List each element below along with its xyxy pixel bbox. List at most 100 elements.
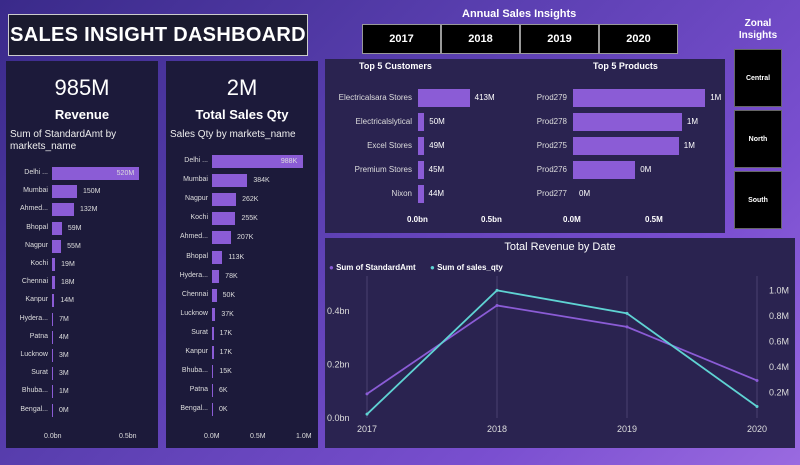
- qty-bar: [212, 403, 213, 417]
- revenue-bar: [52, 276, 55, 290]
- qty-bar-value: 384K: [253, 177, 270, 185]
- revenue-bar: [52, 203, 74, 217]
- customer-bar-value: 45M: [428, 165, 445, 174]
- revenue-bar-value: 520M: [116, 170, 135, 177]
- qty-bar: [212, 174, 248, 188]
- revenue-bar-value: 14M: [60, 297, 74, 305]
- product-axis-label: 0.5M: [645, 215, 663, 224]
- revenue-bar: [52, 221, 62, 235]
- customer-bar: [418, 185, 424, 203]
- qty-row-label: Ahmed...: [179, 233, 208, 241]
- annual-title: Annual Sales Insights: [462, 8, 577, 20]
- product-bar: [573, 113, 682, 131]
- series-point: [365, 412, 369, 416]
- x-tick-label: 2018: [487, 424, 507, 434]
- product-row-label: Prod276: [536, 165, 567, 174]
- x-tick-label: 2020: [747, 424, 767, 434]
- product-row-label: Prod278: [536, 117, 567, 126]
- qty-bar: [212, 346, 214, 359]
- customer-row-label: Electricalslytical: [355, 117, 412, 126]
- top5-panel: Top 5 Customers Top 5 Products Electrica…: [325, 59, 725, 233]
- qty-bar: [212, 384, 213, 398]
- qty-axis-label: 1.0M: [296, 433, 312, 440]
- qty-bar-value: 17K: [219, 349, 233, 356]
- customer-bar-value: 44M: [428, 189, 445, 198]
- legend-item-sales-qty: ● Sum of sales_qty: [430, 263, 503, 272]
- product-bar: [573, 137, 679, 155]
- x-tick-label: 2017: [357, 424, 377, 434]
- qty-row-label: Lucknow: [180, 309, 208, 317]
- qty-bar: [212, 288, 217, 302]
- qty-row-label: Hydera...: [179, 271, 208, 279]
- revenue-bar-value: 0M: [59, 406, 69, 414]
- product-bar-value: 0M: [579, 189, 591, 198]
- product-row-label: Prod277: [536, 189, 567, 198]
- revenue-row-label: Lucknow: [20, 351, 48, 358]
- revenue-row-label: Surat: [31, 369, 48, 377]
- revenue-axis-label: 0.0bn: [44, 433, 62, 440]
- qty-row-label: Surat: [191, 328, 208, 336]
- legend-item-standardamt: ● Sum of StandardAmt: [329, 263, 416, 272]
- zone-north-button[interactable]: North: [734, 110, 782, 168]
- product-axis-label: 0.0M: [563, 215, 581, 224]
- qty-kpi-value: 2M: [226, 75, 258, 100]
- revenue-bar-value: 4M: [59, 333, 69, 341]
- qty-bar-value: 15K: [219, 368, 232, 376]
- revenue-row-label: Hydera...: [19, 314, 48, 322]
- revenue-row-label: Chennai: [21, 278, 48, 286]
- qty-bar: [212, 155, 303, 168]
- right-tick-label: 0.8M: [769, 311, 789, 321]
- left-tick-label: 0.0bn: [327, 413, 350, 423]
- customer-row-label: Excel Stores: [367, 141, 412, 150]
- right-tick-label: 0.2M: [769, 387, 789, 397]
- qty-bar: [212, 231, 232, 245]
- revenue-bar-value: 3M: [59, 352, 69, 359]
- qty-bar: [212, 307, 216, 321]
- series-line-sales-qty: [366, 289, 758, 415]
- revenue-bar-value: 59M: [67, 224, 82, 232]
- product-bar-value: 1M: [683, 141, 695, 150]
- qty-row-label: Bhuba...: [181, 367, 208, 375]
- product-bar: [573, 161, 636, 179]
- revenue-bar-value: 19M: [61, 261, 75, 268]
- year-2020-button[interactable]: 2020: [599, 24, 678, 54]
- qty-axis-label: 0.0M: [204, 433, 220, 440]
- product-row-label: Prod275: [536, 141, 567, 150]
- customer-row-label: Premium Stores: [354, 165, 412, 174]
- revenue-chart-title: Sum of StandardAmt by markets_name: [10, 129, 117, 152]
- series-point: [755, 378, 759, 382]
- revenue-card: 985M Revenue Sum of StandardAmt by marke…: [6, 61, 158, 448]
- qty-axis-label: 0.5M: [250, 433, 266, 440]
- zone-central-button[interactable]: Central: [734, 49, 782, 107]
- qty-bar-value: 255K: [241, 215, 258, 223]
- customer-bar-value: 50M: [429, 117, 445, 126]
- year-2019-button[interactable]: 2019: [520, 24, 599, 54]
- qty-row-label: Bengal...: [180, 405, 208, 413]
- qty-kpi-label: Total Sales Qty: [195, 107, 289, 122]
- qty-bar-value: 78K: [225, 272, 238, 280]
- revenue-bar: [52, 349, 53, 362]
- qty-row-label: Nagpur: [185, 195, 208, 203]
- year-2017-button[interactable]: 2017: [362, 24, 441, 54]
- qty-bar-value: 207K: [237, 234, 254, 242]
- revenue-bar: [52, 403, 53, 417]
- qty-card: 2M Total Sales Qty Sales Qty by markets_…: [166, 61, 318, 448]
- revenue-row-label: Patna: [29, 332, 48, 340]
- customer-bar: [418, 113, 425, 131]
- legend-label: Sum of sales_qty: [437, 263, 503, 272]
- qty-bar: [212, 193, 237, 207]
- zone-south-button[interactable]: South: [734, 171, 782, 229]
- customer-row-label: Electricalsara Stores: [338, 93, 412, 102]
- qty-row-label: Kochi: [190, 214, 208, 222]
- right-tick-label: 1.0M: [769, 285, 789, 295]
- qty-bar: [212, 212, 236, 226]
- year-2018-button[interactable]: 2018: [441, 24, 520, 54]
- revenue-row-label: Ahmed...: [19, 205, 48, 213]
- revenue-bar: [52, 330, 53, 344]
- top-customers-title: Top 5 Customers: [359, 61, 432, 71]
- product-bar-value: 0M: [640, 165, 652, 174]
- left-tick-label: 0.2bn: [327, 359, 350, 369]
- x-tick-label: 2019: [617, 424, 637, 434]
- product-row-label: Prod279: [536, 93, 567, 102]
- page-title: SALES INSIGHT DASHBOARD: [8, 14, 308, 56]
